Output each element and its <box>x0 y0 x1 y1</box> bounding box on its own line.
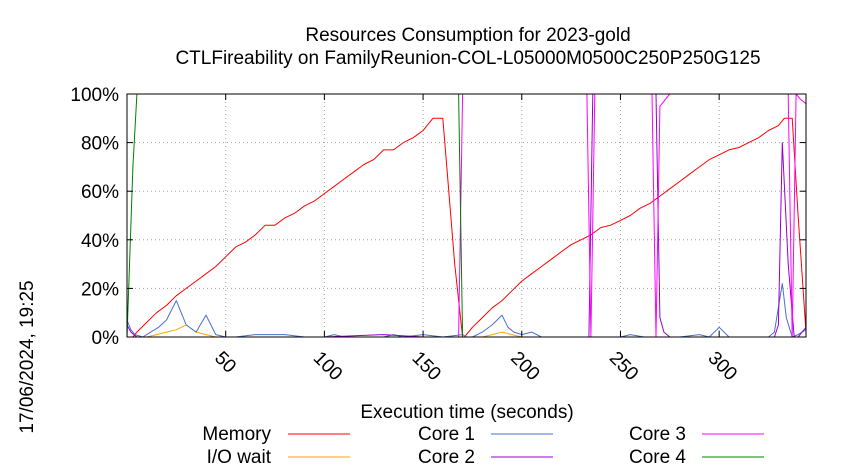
grid <box>127 94 806 337</box>
x-axis-label: Execution time (seconds) <box>360 402 573 423</box>
legend-label-core-4: Core 4 <box>629 447 686 468</box>
series-line-core-2 <box>126 93 807 338</box>
timestamp-label: 17/06/2024, 19:25 <box>17 280 38 433</box>
series-line-memory <box>127 117 807 338</box>
plot-series <box>126 93 807 338</box>
legend-label-core-3: Core 3 <box>629 424 686 445</box>
x-tick-label: 250 <box>605 348 642 385</box>
legend-label-i-o-wait: I/O wait <box>207 447 272 468</box>
y-tick-label: 0% <box>92 328 120 349</box>
y-tick-label: 60% <box>81 182 119 203</box>
y-tick-label: 100% <box>70 85 119 106</box>
chart-title: Resources Consumption for 2023-gold <box>305 25 630 46</box>
x-tick-label: 100 <box>309 348 346 385</box>
x-tick-label: 300 <box>704 348 741 385</box>
series-line-core-1 <box>126 283 807 338</box>
legend-label-core-2: Core 2 <box>418 447 475 468</box>
y-tick-label: 20% <box>81 279 119 300</box>
x-tick-label: 50 <box>210 348 240 378</box>
x-tick-label: 150 <box>408 348 445 385</box>
series-line-core-4 <box>126 93 806 338</box>
series-line-core-3 <box>127 93 807 338</box>
x-tick-label: 200 <box>506 348 543 385</box>
plot-frame <box>126 93 807 338</box>
chart-subtitle: CTLFireability on FamilyReunion-COL-L050… <box>175 48 760 69</box>
x-axis-tick-labels: 50 100 150 200 250 300 <box>210 348 741 385</box>
legend-label-core-1: Core 1 <box>418 424 475 445</box>
y-tick-label: 40% <box>81 231 119 252</box>
axis-ticks <box>127 93 806 338</box>
legend-label-memory: Memory <box>202 424 271 445</box>
y-axis-tick-labels: 0% 20% 40% 60% 80% 100% <box>70 85 119 349</box>
y-tick-label: 80% <box>81 134 119 155</box>
